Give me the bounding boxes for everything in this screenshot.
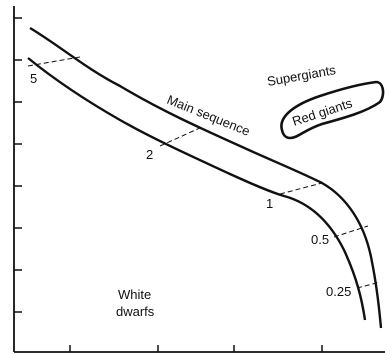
mass-label-0-25: 0.25 xyxy=(326,284,351,299)
mass-label-5: 5 xyxy=(30,71,37,86)
supergiants-label: Supergiants xyxy=(266,62,337,89)
tie-line-1 xyxy=(279,182,323,195)
red-giants-region xyxy=(280,80,385,140)
y-axis-ticks xyxy=(14,17,22,313)
tie-line-0-25 xyxy=(356,281,381,289)
mass-label-2: 2 xyxy=(146,147,153,162)
white-dwarfs-label-line1: White xyxy=(118,287,151,302)
x-axis-ticks xyxy=(69,345,323,352)
main-sequence-upper-curve xyxy=(29,26,383,329)
white-dwarfs-label-line2: dwarfs xyxy=(116,304,155,319)
main-sequence-lower-curve xyxy=(27,57,367,321)
tie-line-5 xyxy=(27,56,81,67)
tie-line-0-5 xyxy=(333,225,369,238)
mass-label-0-5: 0.5 xyxy=(311,232,329,247)
mass-tie-lines xyxy=(27,56,381,289)
mass-label-1: 1 xyxy=(266,196,273,211)
